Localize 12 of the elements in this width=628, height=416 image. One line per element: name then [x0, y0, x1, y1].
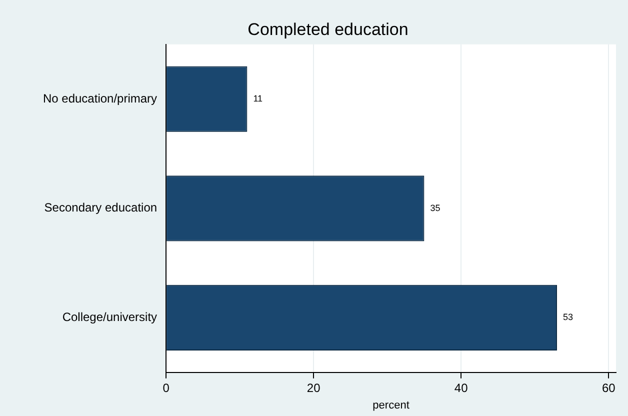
x-tick-label: 60 [602, 380, 616, 395]
chart-title: Completed education [248, 20, 408, 39]
y-tick-label: Secondary education [44, 200, 158, 215]
y-tick-label: College/university [62, 310, 158, 324]
x-axis-title: percent [372, 399, 410, 412]
y-tick-label: No education/primary [42, 91, 158, 106]
data-label: 11 [253, 94, 263, 104]
x-tick-label: 40 [454, 380, 468, 395]
x-tick-label: 0 [162, 380, 170, 395]
x-tick-label: 20 [306, 380, 321, 395]
data-label: 53 [562, 312, 574, 322]
data-label: 35 [430, 202, 440, 213]
